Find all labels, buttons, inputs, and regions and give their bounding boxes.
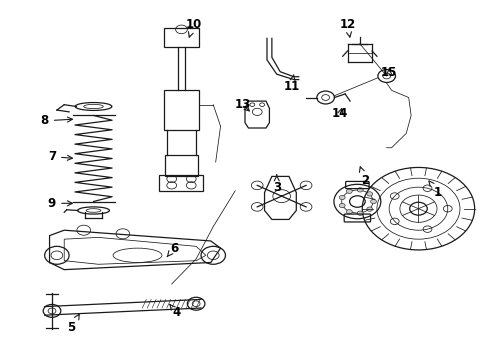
Text: 5: 5 xyxy=(68,314,79,333)
Text: 15: 15 xyxy=(381,66,397,79)
Circle shape xyxy=(339,195,345,200)
Circle shape xyxy=(367,207,373,211)
Circle shape xyxy=(357,211,363,215)
Text: 2: 2 xyxy=(360,167,369,186)
Text: 10: 10 xyxy=(186,18,202,37)
Circle shape xyxy=(346,210,352,214)
Circle shape xyxy=(346,189,352,193)
Text: 8: 8 xyxy=(41,114,73,127)
Text: 7: 7 xyxy=(48,150,73,163)
Text: 14: 14 xyxy=(332,107,348,120)
Text: 9: 9 xyxy=(48,197,73,210)
Text: 1: 1 xyxy=(429,181,442,199)
Text: 6: 6 xyxy=(167,242,178,257)
Circle shape xyxy=(339,203,345,208)
Text: 12: 12 xyxy=(340,18,356,37)
Circle shape xyxy=(367,192,373,196)
Circle shape xyxy=(370,199,376,204)
Text: 13: 13 xyxy=(234,98,251,111)
Text: 11: 11 xyxy=(283,75,299,93)
Text: 4: 4 xyxy=(170,304,181,319)
Text: 3: 3 xyxy=(273,175,281,194)
Circle shape xyxy=(357,188,363,192)
